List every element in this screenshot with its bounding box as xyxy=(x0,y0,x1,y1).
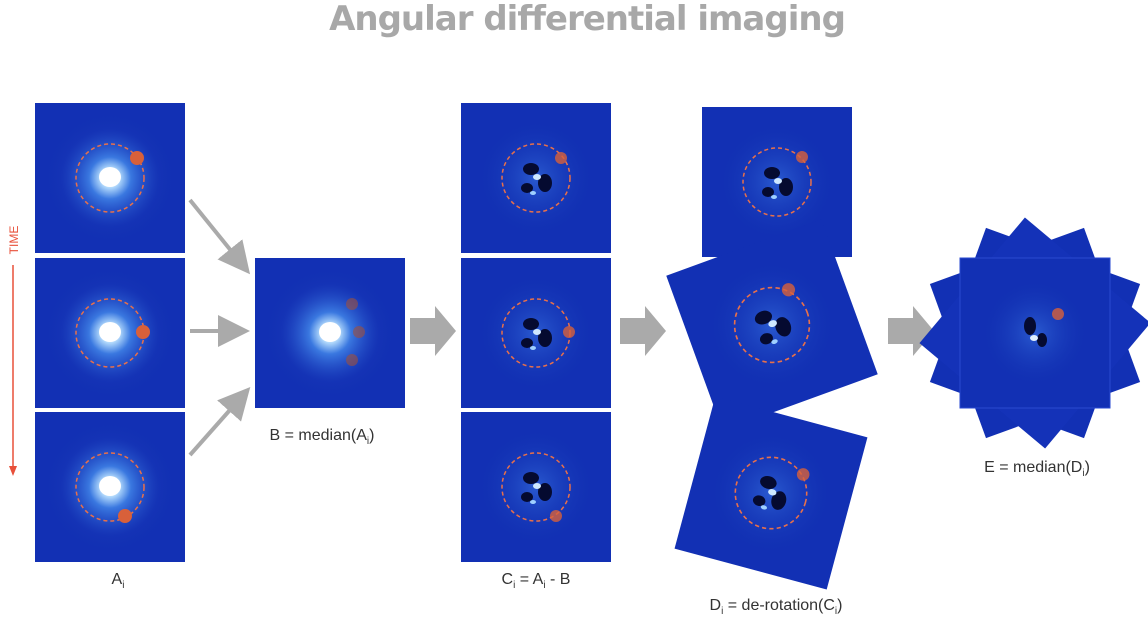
label-d: Di = de-rotation(Ci) xyxy=(710,597,843,617)
label-text: ) xyxy=(837,597,842,614)
label-text: ) xyxy=(1085,459,1090,476)
label-text: = A xyxy=(515,571,543,588)
time-arrowhead xyxy=(9,466,17,476)
panel-a xyxy=(35,412,185,562)
block-arrow xyxy=(620,306,666,356)
label-e: E = median(Di) xyxy=(984,459,1090,479)
panel-d xyxy=(675,397,868,590)
panel-a xyxy=(35,103,185,253)
block-arrow xyxy=(410,306,456,356)
label-c: Ci = Ai - B xyxy=(502,571,571,591)
label-sub: i xyxy=(122,580,124,591)
panel-c xyxy=(461,258,611,408)
label-text: = de-rotation(C xyxy=(723,597,835,614)
label-b: B = median(Ai) xyxy=(270,427,375,447)
panel-a xyxy=(35,258,185,408)
panel-d xyxy=(702,107,852,257)
time-label: TIME xyxy=(7,226,21,255)
panel-c xyxy=(461,103,611,253)
arrow xyxy=(190,200,245,268)
arrow xyxy=(190,393,245,455)
label-text: C xyxy=(502,571,514,588)
panel-c xyxy=(461,412,611,562)
label-text: D xyxy=(710,597,722,614)
diagram: Angular differential imaging TIME Ai xyxy=(0,0,1148,621)
label-text: A xyxy=(112,571,123,588)
label-text: ) xyxy=(369,427,374,444)
panel-b xyxy=(255,258,405,408)
label-text: B = median(A xyxy=(270,427,368,444)
title: Angular differential imaging xyxy=(329,0,845,39)
label-text: E = median(D xyxy=(984,459,1082,476)
label-text: - B xyxy=(546,571,571,588)
panel-e xyxy=(960,258,1110,408)
label-a: Ai xyxy=(112,571,125,591)
